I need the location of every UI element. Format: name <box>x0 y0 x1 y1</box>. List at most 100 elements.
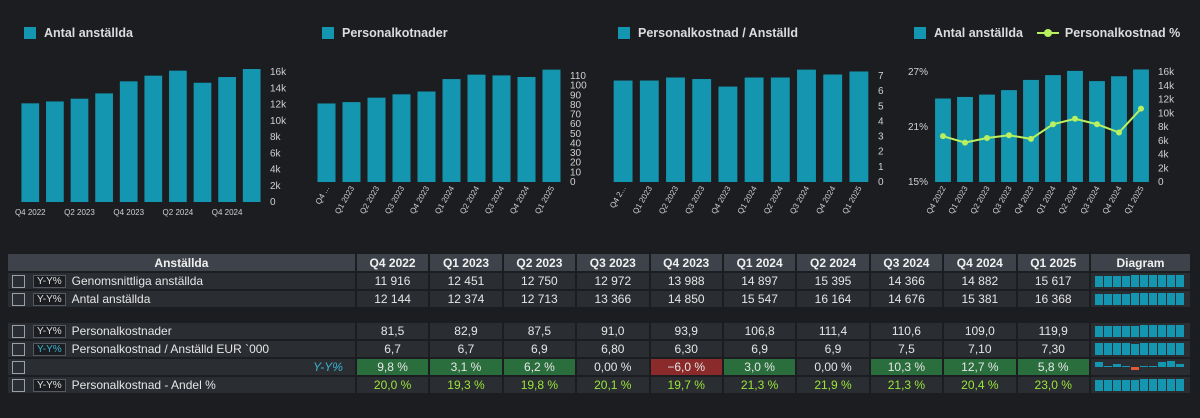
bar[interactable] <box>935 98 951 182</box>
row-checkbox[interactable] <box>12 325 25 339</box>
bar[interactable] <box>342 102 361 182</box>
bar[interactable] <box>144 75 163 202</box>
bar[interactable] <box>193 82 212 202</box>
bar[interactable] <box>639 80 659 182</box>
y-tick-label: 2k <box>270 181 282 192</box>
table-cell: 6,80 <box>577 341 649 357</box>
x-tick-label: Q1 2023 <box>333 184 356 216</box>
bar[interactable] <box>21 103 40 202</box>
row-checkbox[interactable] <box>12 293 25 307</box>
bar[interactable] <box>392 94 411 182</box>
bar[interactable] <box>718 86 738 182</box>
line-point[interactable] <box>962 139 968 146</box>
yy-toggle-button[interactable]: Y-Y% <box>33 275 66 289</box>
yy-toggle-button[interactable]: Y-Y% <box>33 343 66 357</box>
bar[interactable] <box>242 69 261 202</box>
bar[interactable] <box>613 80 633 182</box>
table-cell: 87,5 <box>503 323 576 339</box>
legend-label: Personalkostnad / Anställd <box>638 26 798 40</box>
y-tick-label: 16k <box>270 67 287 78</box>
row-checkbox[interactable] <box>12 343 25 357</box>
bar[interactable] <box>1045 75 1061 182</box>
x-tick-label: Q1 2025 <box>1123 184 1146 216</box>
y-tick-label: 80 <box>570 100 582 111</box>
col-header[interactable]: Q3 2024 <box>870 254 943 271</box>
y-tick-label-right: 2k <box>1158 163 1170 174</box>
bar[interactable] <box>823 74 843 182</box>
y-tick-label: 0 <box>570 177 576 188</box>
col-header[interactable]: Q3 2023 <box>577 254 649 271</box>
table-row: Y-Y% Antal anställda 12 144 12 374 12 713 13 … <box>8 291 1190 307</box>
col-header[interactable]: Q1 2024 <box>723 254 796 271</box>
x-tick-label: Q4 2023 <box>1013 184 1036 216</box>
bar[interactable] <box>770 77 790 182</box>
yy-label: Y-Y% <box>313 359 343 374</box>
bar[interactable] <box>218 77 236 202</box>
y-tick-label: 10k <box>270 116 287 127</box>
bar[interactable] <box>666 77 685 182</box>
bar[interactable] <box>849 71 869 182</box>
spark-bar <box>1166 293 1175 305</box>
bar[interactable] <box>119 81 138 202</box>
col-header[interactable]: Q2 2024 <box>797 254 869 271</box>
bar[interactable] <box>957 96 973 182</box>
row-label-cell: Y-Y% <box>8 359 355 375</box>
table-cell: 19,8 % <box>503 377 576 393</box>
legend: Antal anställda Personalkostnad % <box>914 26 1180 40</box>
col-header[interactable]: Q1 2023 <box>430 254 502 271</box>
row-checkbox[interactable] <box>12 379 25 393</box>
table-cell: 6,9 <box>723 341 796 357</box>
col-header[interactable]: Q4 2024 <box>944 254 1016 271</box>
bar[interactable] <box>1133 69 1149 182</box>
line-point[interactable] <box>1138 105 1144 112</box>
col-header[interactable]: Q4 2023 <box>650 254 722 271</box>
yy-toggle-button[interactable]: Y-Y% <box>33 379 66 393</box>
line-point[interactable] <box>1050 121 1056 128</box>
line-point[interactable] <box>1072 115 1078 122</box>
bar[interactable] <box>1067 70 1083 182</box>
bar[interactable] <box>797 69 816 182</box>
bar[interactable] <box>317 103 336 182</box>
yy-toggle-button[interactable]: Y-Y% <box>33 325 66 339</box>
y-tick-label: 90 <box>570 90 582 101</box>
bar[interactable] <box>169 70 187 202</box>
line-point[interactable] <box>1116 129 1122 136</box>
bar[interactable] <box>467 74 486 182</box>
row-checkbox[interactable] <box>12 361 25 375</box>
bar[interactable] <box>417 91 436 182</box>
bar[interactable] <box>542 69 561 182</box>
line-point[interactable] <box>1094 121 1100 128</box>
bar[interactable] <box>442 79 461 182</box>
bar[interactable] <box>1023 79 1039 182</box>
table-cell: 91,0 <box>577 323 649 339</box>
line-point[interactable] <box>940 133 946 140</box>
chart-panel-kostnad-per-anstalld: Personalkostnad / Anställd 0 1 2 3 4 5 6 7 Q4 2.… <box>606 18 898 230</box>
bar[interactable] <box>95 93 113 202</box>
bar[interactable] <box>46 101 64 202</box>
x-tick-label: Q2 2023 <box>657 184 680 216</box>
row-checkbox[interactable] <box>12 275 25 289</box>
legend: Personalkotnader <box>322 26 448 40</box>
line-point[interactable] <box>984 135 990 141</box>
x-tick-label: Q2 2023 <box>358 184 381 216</box>
x-tick-label: Q3 2024 <box>483 184 506 216</box>
bar[interactable] <box>70 98 89 202</box>
yy-toggle-button[interactable]: Y-Y% <box>33 293 66 307</box>
bar[interactable] <box>517 76 536 182</box>
col-header[interactable]: Q1 2025 <box>1017 254 1089 271</box>
bar[interactable] <box>744 77 764 182</box>
col-header[interactable]: Q4 2022 <box>356 254 429 271</box>
bar[interactable] <box>1089 81 1105 182</box>
chart-panel-combo: Antal anställda Personalkostnad % 15% 21%… <box>904 18 1194 230</box>
bar[interactable] <box>692 79 712 182</box>
bar[interactable] <box>1111 76 1127 182</box>
line-point[interactable] <box>1006 132 1012 139</box>
table-cell: 12 144 <box>356 291 429 307</box>
bar[interactable] <box>492 75 511 182</box>
spark-bar <box>1175 275 1184 287</box>
col-header[interactable]: Q2 2023 <box>503 254 576 271</box>
y-tick-label-right: 10k <box>1158 108 1175 119</box>
line-point[interactable] <box>1028 135 1034 142</box>
bar[interactable] <box>367 97 386 182</box>
